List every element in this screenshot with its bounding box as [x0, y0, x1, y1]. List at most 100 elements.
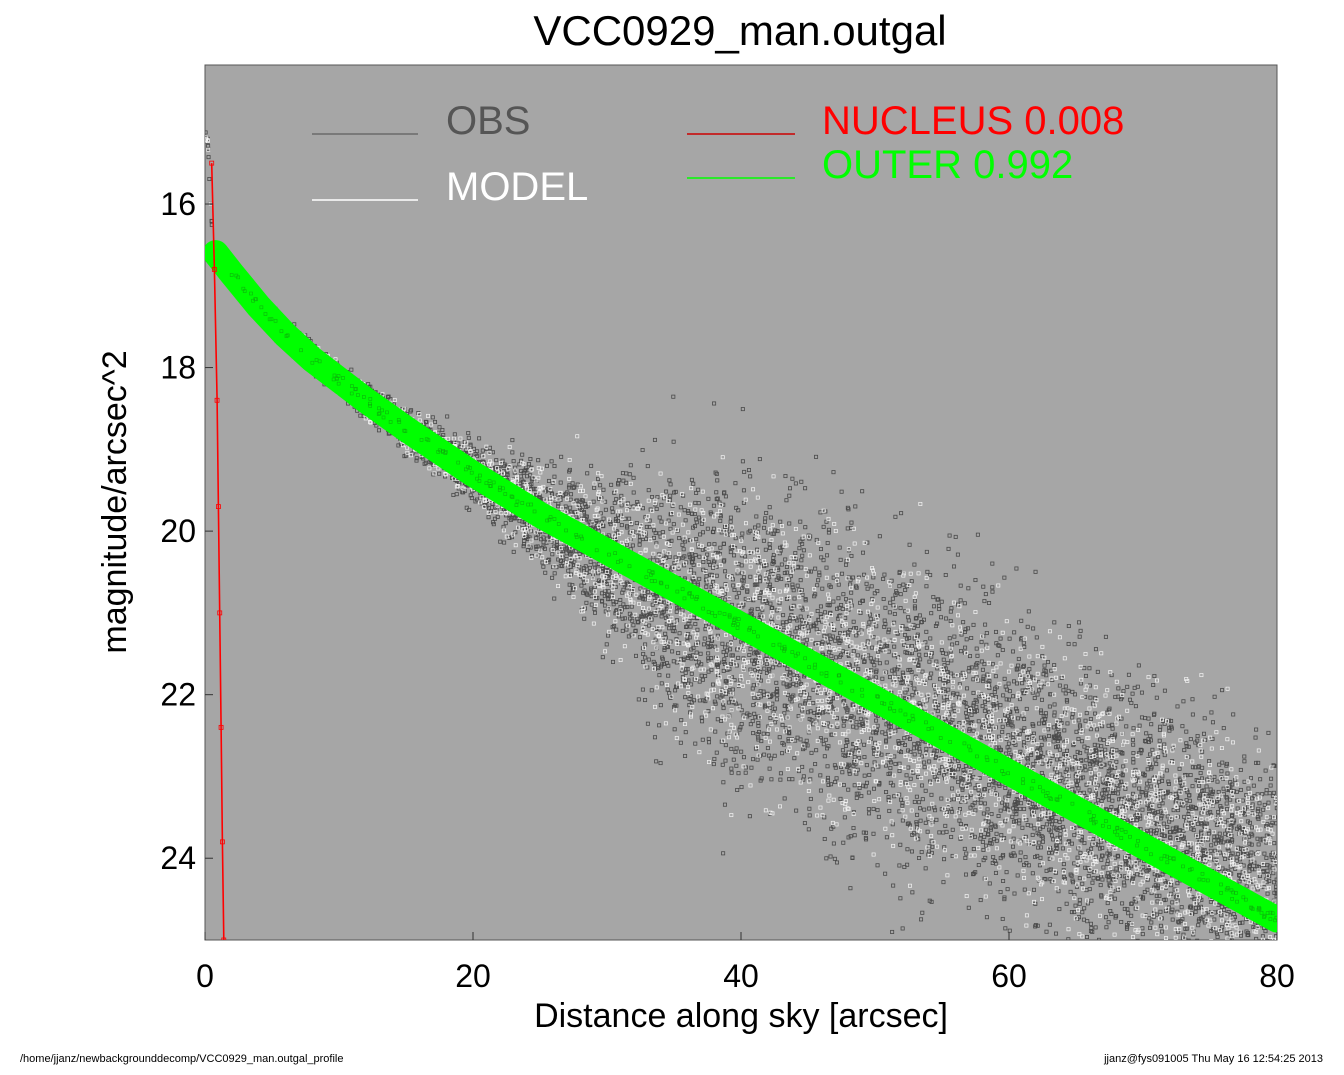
obs-point — [838, 557, 843, 562]
obs-point — [907, 695, 912, 700]
obs-point — [1215, 942, 1218, 945]
obs-point — [892, 611, 897, 616]
obs-point — [848, 886, 853, 891]
obs-point — [1205, 944, 1208, 947]
obs-point — [1246, 957, 1249, 960]
obs-point — [1179, 1006, 1182, 1009]
obs-point — [912, 562, 917, 567]
obs-point — [1086, 960, 1089, 963]
obs-point — [1175, 909, 1180, 914]
obs-point — [991, 855, 996, 860]
obs-point — [1255, 1009, 1258, 1012]
obs-point — [1080, 910, 1085, 915]
obs-point — [1215, 962, 1218, 965]
obs-point — [869, 736, 874, 741]
obs-point — [993, 674, 998, 679]
obs-point — [668, 639, 673, 644]
obs-point — [950, 786, 955, 791]
obs-point — [767, 584, 772, 589]
obs-point — [721, 502, 726, 507]
obs-point — [779, 576, 784, 581]
obs-point — [818, 604, 823, 609]
obs-point — [741, 713, 746, 718]
obs-point — [711, 762, 716, 767]
obs-point — [630, 618, 635, 623]
obs-point — [1077, 876, 1082, 881]
obs-point — [705, 526, 710, 531]
obs-point — [1185, 943, 1188, 946]
obs-point — [1184, 966, 1187, 969]
obs-point — [1188, 1019, 1191, 1022]
obs-point — [687, 552, 692, 557]
obs-point — [825, 553, 830, 558]
obs-point — [886, 795, 891, 800]
obs-point — [875, 808, 880, 813]
obs-point — [1210, 720, 1215, 725]
obs-point — [1254, 727, 1259, 732]
obs-point — [749, 765, 754, 770]
obs-point — [1222, 820, 1227, 825]
obs-point — [1083, 694, 1088, 699]
obs-point — [591, 499, 596, 504]
obs-point — [814, 748, 819, 753]
obs-point — [686, 667, 691, 672]
obs-point — [1216, 942, 1219, 945]
obs-point — [1238, 993, 1241, 996]
obs-point — [970, 803, 975, 808]
obs-point — [550, 552, 555, 557]
obs-point — [1002, 575, 1007, 580]
obs-point — [1094, 727, 1099, 732]
obs-point — [1021, 664, 1026, 669]
obs-point — [663, 555, 668, 560]
obs-point — [1251, 940, 1254, 943]
obs-point — [759, 776, 764, 781]
obs-point — [963, 764, 968, 769]
obs-point — [1119, 961, 1122, 964]
obs-point — [1104, 915, 1109, 920]
obs-point — [993, 824, 998, 829]
obs-point — [731, 583, 736, 588]
obs-point — [831, 599, 836, 604]
obs-point — [1058, 835, 1063, 840]
obs-point — [1177, 980, 1180, 983]
obs-point — [1244, 1009, 1247, 1012]
obs-point — [1104, 807, 1109, 812]
obs-point — [714, 497, 719, 502]
obs-point — [1082, 841, 1087, 846]
obs-point — [898, 592, 903, 597]
obs-point — [682, 563, 687, 568]
obs-point — [536, 458, 541, 463]
obs-point — [1155, 978, 1158, 981]
obs-point — [1135, 1066, 1138, 1069]
obs-point — [1075, 855, 1080, 860]
obs-point — [893, 761, 898, 766]
obs-point — [972, 801, 977, 806]
obs-point — [871, 831, 876, 836]
obs-point — [1231, 1036, 1234, 1039]
obs-point — [1149, 784, 1154, 789]
obs-point — [898, 606, 903, 611]
obs-point — [798, 703, 803, 708]
obs-point — [1145, 887, 1150, 892]
obs-point — [979, 659, 984, 664]
obs-point — [1272, 880, 1277, 885]
obs-point — [1096, 976, 1099, 979]
obs-point — [671, 439, 676, 444]
obs-point — [1120, 955, 1123, 958]
obs-point — [1265, 949, 1268, 952]
obs-point — [787, 670, 792, 675]
obs-point — [912, 741, 917, 746]
obs-point — [1181, 936, 1186, 940]
obs-point — [1242, 759, 1247, 764]
obs-point — [927, 759, 932, 764]
obs-point — [825, 541, 830, 546]
obs-point — [1235, 806, 1240, 811]
obs-point — [761, 731, 766, 736]
obs-point — [613, 584, 618, 589]
obs-point — [950, 642, 955, 647]
obs-point — [1176, 919, 1181, 924]
obs-point — [739, 749, 744, 754]
obs-point — [1206, 967, 1209, 970]
obs-point — [1203, 1005, 1206, 1008]
